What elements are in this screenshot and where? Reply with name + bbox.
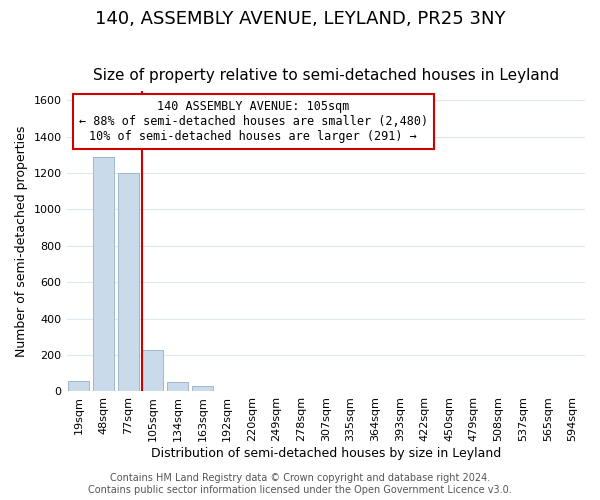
- Bar: [93, 156, 114, 392]
- Bar: [142, 350, 163, 392]
- Text: 140 ASSEMBLY AVENUE: 105sqm
← 88% of semi-detached houses are smaller (2,480)
10: 140 ASSEMBLY AVENUE: 105sqm ← 88% of sem…: [79, 100, 428, 143]
- Y-axis label: Number of semi-detached properties: Number of semi-detached properties: [15, 126, 28, 357]
- Bar: [192, 386, 213, 392]
- Title: Size of property relative to semi-detached houses in Leyland: Size of property relative to semi-detach…: [93, 68, 559, 83]
- Bar: [68, 380, 89, 392]
- Bar: [167, 382, 188, 392]
- Text: 140, ASSEMBLY AVENUE, LEYLAND, PR25 3NY: 140, ASSEMBLY AVENUE, LEYLAND, PR25 3NY: [95, 10, 505, 28]
- Text: Contains HM Land Registry data © Crown copyright and database right 2024.
Contai: Contains HM Land Registry data © Crown c…: [88, 474, 512, 495]
- X-axis label: Distribution of semi-detached houses by size in Leyland: Distribution of semi-detached houses by …: [151, 447, 501, 460]
- Bar: [118, 173, 139, 392]
